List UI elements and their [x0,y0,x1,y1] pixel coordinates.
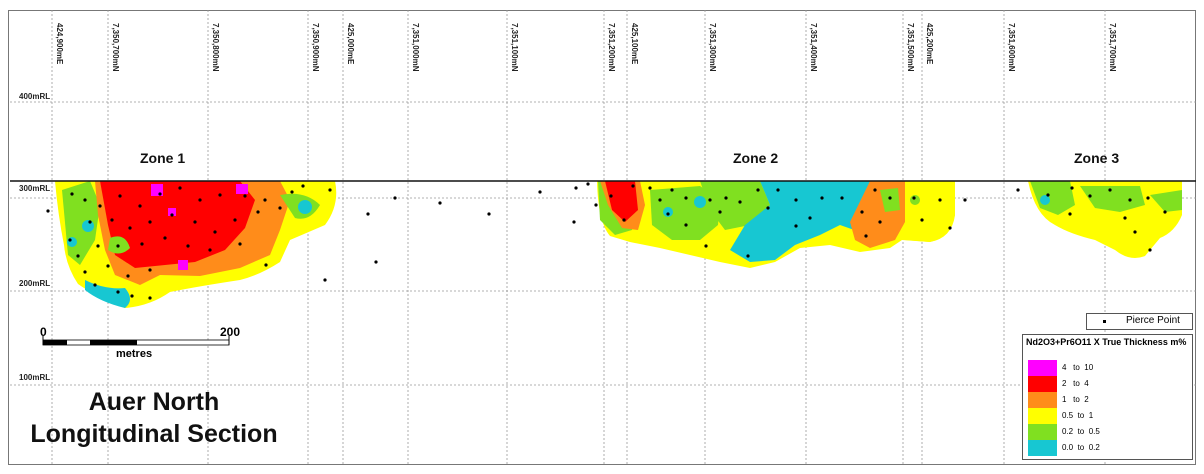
zone2-body [597,181,955,268]
legend-to-word: to [1073,379,1080,388]
legend-from: 2 [1062,379,1067,388]
legend-swatch [1028,376,1057,392]
legend-swatch [1028,360,1057,376]
scale-start-label: 0 [40,325,47,339]
zone-3-label: Zone 3 [1074,150,1120,166]
scale-unit-label: metres [116,348,153,360]
legend-to-word: to [1073,395,1080,404]
grid-label-425200e: 425,200mE [925,23,934,65]
zone-1-label: Zone 1 [140,150,186,166]
scale-end-label: 200 [220,325,241,339]
legend-row: 0.2 to 0.5 [1028,424,1188,440]
grid-label-7351700n: 7,351,700mN [1108,23,1117,72]
grid-label-7350800n: 7,350,800mN [211,23,220,72]
grid-label-7351300n: 7,351,300mN [708,23,717,72]
rl-label-400: 400mRL [19,92,51,101]
grade-legend: Nd2O3+Pr6O11 X True Thickness m% 4 to 10… [1022,334,1193,460]
map-title-line1: Auer North [88,388,220,416]
legend-swatch [1028,392,1057,408]
grid-label-7351100n: 7,351,100mN [510,23,519,72]
legend-swatch [1028,440,1057,456]
zone1-body [55,181,337,308]
pierce-point-symbol [1103,320,1106,323]
legend-to-word: to [1073,363,1080,372]
legend-to: 4 [1084,379,1089,388]
legend-to-word: to [1077,427,1085,436]
grid-label-7351400n: 7,351,400mN [809,23,818,72]
scale-bar [42,336,230,346]
legend-from: 0.2 [1062,427,1074,436]
pierce-point-legend: Pierce Point [1086,313,1193,330]
zone3-body [1028,181,1182,258]
legend-row: 4 to 10 [1028,360,1188,376]
pierce-point-label: Pierce Point [1126,315,1180,326]
zone-2-label: Zone 2 [733,150,779,166]
legend-from: 0.5 [1062,411,1074,420]
grid-label-7350700n: 7,350,700mN [111,23,120,72]
legend-from: 4 [1062,363,1067,372]
legend-row: 0.5 to 1 [1028,408,1188,424]
legend-to: 0.5 [1088,427,1100,436]
legend-from: 0.0 [1062,443,1074,452]
grid-label-7351500n: 7,351,500mN [906,23,915,72]
legend-to-word: to [1077,443,1085,452]
map-title-line2: Longitudinal Section [30,420,278,448]
rl-label-200: 200mRL [19,279,51,288]
grid-label-7350900n: 7,350,900mN [311,23,320,72]
grid-label-7351200n: 7,351,200mN [607,23,616,72]
rl-label-100: 100mRL [19,373,51,382]
legend-to: 1 [1088,411,1094,420]
legend-swatch [1028,408,1057,424]
pierce-points [46,182,1167,300]
legend-swatch [1028,424,1057,440]
legend-title: Nd2O3+Pr6O11 X True Thickness m% [1026,337,1187,347]
grid-label-425000e: 425,000mE [346,23,355,65]
grid-label-424900e: 424,900mE [55,23,64,65]
grid-label-425100e: 425,100mE [630,23,639,65]
legend-row: 0.0 to 0.2 [1028,440,1188,456]
legend-to: 10 [1084,363,1094,372]
rl-label-300: 300mRL [19,184,51,193]
legend-to: 2 [1084,395,1089,404]
legend-to-word: to [1077,411,1085,420]
grid-label-7351600n: 7,351,600mN [1007,23,1016,72]
legend-to: 0.2 [1088,443,1100,452]
legend-from: 1 [1062,395,1067,404]
grid-label-7351000n: 7,351,000mN [411,23,420,72]
legend-row: 1 to 2 [1028,392,1188,408]
legend-row: 2 to 4 [1028,376,1188,392]
